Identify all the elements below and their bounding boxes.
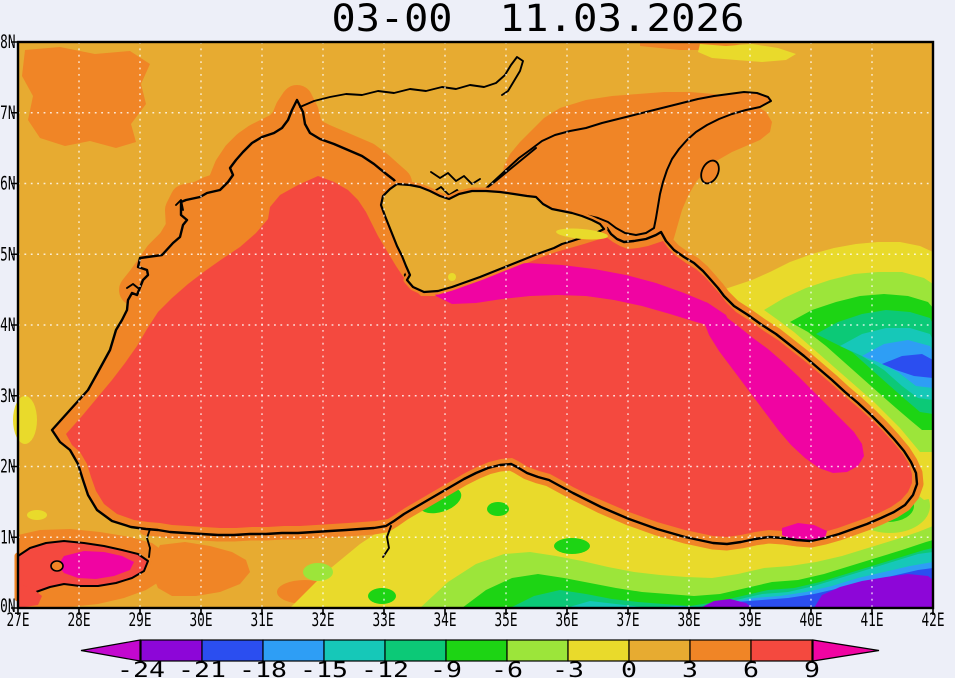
green-patch — [554, 538, 590, 554]
colorbar-tick-label: 6 — [743, 658, 759, 678]
band-violet-south-west — [700, 599, 752, 608]
colorbar-tick-label: -3 — [552, 658, 584, 678]
colorbar-tick-label: 3 — [682, 658, 698, 678]
lat-label: 48N — [0, 31, 16, 53]
colorbar-labels: -24 -21 -18 -15 -12 -9 -6 -3 0 3 6 9 — [117, 658, 820, 678]
crimea-group — [377, 180, 608, 296]
lat-label: 42N — [0, 456, 16, 478]
sea-warmest-band-crimea — [428, 263, 730, 328]
x-axis-ticks — [17, 608, 934, 615]
colorbar-tick-label: 9 — [804, 658, 820, 678]
lon-label: 35E — [495, 609, 518, 631]
colorbar-right-arrow — [812, 639, 880, 662]
colorbar-left-arrow — [80, 639, 141, 662]
black-sea — [50, 98, 919, 546]
lon-label: 34E — [434, 609, 457, 631]
lon-label: 33E — [373, 609, 396, 631]
colorbar-tick-label: -21 — [178, 658, 226, 678]
band-violet-south-east — [814, 574, 933, 608]
title: 03-00 11.03.2026 — [332, 0, 745, 40]
y-axis-labels: 48N 47N 46N 45N 44N 43N 42N 41N 40N — [0, 31, 16, 617]
lon-label: 27E — [7, 609, 30, 631]
land-orange-izmit-blob — [152, 542, 250, 596]
colorbar-tick-label: -12 — [361, 658, 409, 678]
lon-label: 29E — [129, 609, 152, 631]
lon-label: 30E — [190, 609, 213, 631]
lat-label: 41N — [0, 526, 16, 548]
colorbar-tick-label: -9 — [430, 658, 462, 678]
y-axis-ticks — [11, 41, 18, 609]
lat-label: 44N — [0, 314, 16, 336]
colorbar: -24 -21 -18 -15 -12 -9 -6 -3 0 3 6 9 — [80, 639, 880, 678]
liman-outline — [700, 159, 720, 185]
sea-open-water-fill — [66, 176, 912, 537]
crimea-land — [379, 182, 606, 294]
kerch-yellow-strip — [556, 228, 608, 240]
lat-label: 43N — [0, 385, 16, 407]
x-axis-labels: 27E 28E 29E 30E 31E 32E 33E 34E 35E 36E … — [7, 609, 945, 631]
ygreen-patch — [303, 563, 333, 581]
colorbar-tick-label: 0 — [621, 658, 637, 678]
graticule-grid — [18, 42, 933, 608]
lat-label: 40N — [0, 595, 16, 617]
colorbar-tick-label: -24 — [117, 658, 165, 678]
land-yellow-west-patch — [13, 396, 37, 444]
lon-label: 40E — [800, 609, 823, 631]
land-yellow-west-dot — [27, 510, 47, 520]
lat-label: 46N — [0, 173, 16, 195]
danube-delta-marks — [126, 199, 184, 289]
lon-label: 39E — [739, 609, 762, 631]
green-patch — [368, 588, 396, 604]
title-hour: 03-00 — [332, 0, 453, 40]
dnieper-river-line — [299, 56, 524, 108]
lon-label: 38E — [678, 609, 701, 631]
colorbar-tick-label: -6 — [491, 658, 523, 678]
lon-label: 41E — [861, 609, 884, 631]
lon-label: 37E — [617, 609, 640, 631]
marmara-group — [14, 525, 392, 608]
lon-label: 36E — [556, 609, 579, 631]
map-frame — [11, 40, 935, 615]
colorbar-segment — [750, 639, 813, 662]
sakarya-river-line — [382, 525, 392, 558]
lon-label: 31E — [251, 609, 274, 631]
lat-label: 45N — [0, 243, 16, 265]
green-patch — [487, 502, 509, 516]
land-yellow-top-patch — [698, 44, 796, 62]
aegean-red-corner — [18, 584, 42, 608]
band-royal-ne — [882, 354, 933, 378]
lon-label: 32E — [312, 609, 335, 631]
land-orange-nw-patch — [22, 47, 150, 148]
lon-label: 28E — [68, 609, 91, 631]
title-date: 11.03.2026 — [500, 0, 745, 40]
colorbar-tick-label: -18 — [239, 658, 287, 678]
marmara-island-outline — [50, 560, 64, 572]
sea-warmest-blob-ne — [702, 302, 864, 473]
bosphorus-strait-line — [146, 528, 151, 558]
marmara-warmest-core — [58, 551, 134, 579]
colorbar-segment — [689, 639, 752, 662]
crimea-yellow-dot — [448, 273, 456, 281]
colorbar-segment — [628, 639, 691, 662]
lat-label: 47N — [0, 102, 16, 124]
colorbar-tick-label: -15 — [300, 658, 348, 678]
lon-label: 42E — [922, 609, 945, 631]
